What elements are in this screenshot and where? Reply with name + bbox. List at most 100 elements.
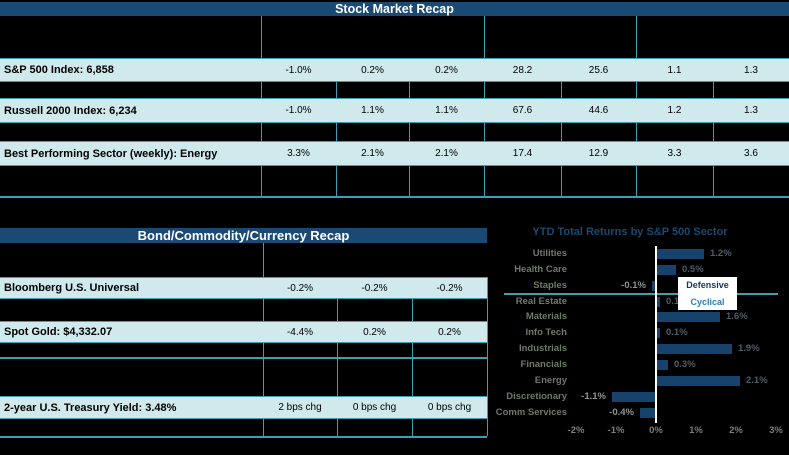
bar-utilities — [656, 249, 704, 259]
bar-value-comm-services: -0.4% — [609, 406, 634, 418]
bar-staples — [652, 280, 656, 291]
column-divider — [561, 58, 562, 196]
value-cell: 1.1% — [361, 105, 384, 116]
column-group-divider — [261, 16, 262, 58]
row-label: Spot Gold: $4,332.07 — [4, 326, 113, 338]
value-cell: 0.2% — [363, 326, 386, 338]
value-cell: 0 bps chg — [352, 402, 397, 413]
category-label-utilities: Utilities — [532, 248, 567, 259]
zero-axis-line — [655, 246, 657, 423]
legend-defensive-label: Defensive — [686, 280, 729, 291]
category-label-health-care: Health Care — [514, 263, 567, 275]
value-cell: -1.0% — [285, 64, 312, 76]
table-row — [0, 98, 789, 123]
value-cell: 1.3 — [744, 105, 758, 116]
value-cell: -0.2% — [361, 282, 388, 294]
bar-info-tech — [656, 328, 660, 339]
bar-discretionary — [612, 391, 656, 402]
value-cell: 2 bps chg — [278, 402, 322, 413]
row-label: Bloomberg U.S. Universal — [4, 282, 140, 294]
bond-recap-title: Bond/Commodity/Currency Recap — [0, 228, 487, 243]
bar-financials — [656, 360, 668, 371]
section-divider-line — [0, 357, 487, 359]
table-row — [0, 396, 487, 419]
defensive-cyclical-separator-line — [504, 293, 778, 295]
chart-legend: Defensive Cyclical — [678, 277, 737, 310]
bar-value-discretionary: -1.1% — [581, 390, 606, 402]
value-cell: 1.1 — [667, 64, 682, 76]
category-label-financials: Financials — [520, 359, 567, 371]
value-cell: -4.4% — [286, 326, 314, 338]
value-cell: 0.2% — [361, 64, 384, 76]
row-label: S&P 500 Index: 6,858 — [4, 64, 114, 76]
category-label-materials: Materials — [525, 311, 567, 323]
value-cell: 1.2 — [667, 105, 682, 116]
chart-title: YTD Total Returns by S&P 500 Sector — [532, 226, 728, 238]
category-label-discretionary: Discretionary — [506, 390, 567, 402]
column-group-divider — [636, 16, 637, 58]
x-axis-tick-label: 3% — [769, 425, 783, 436]
bar-comm-services — [640, 407, 656, 418]
value-cell: 3.6 — [744, 148, 758, 159]
value-cell: -0.2% — [436, 282, 463, 294]
table-bottom-border — [0, 436, 487, 438]
bar-industrials — [656, 344, 732, 355]
column-divider — [487, 277, 488, 436]
value-cell: -0.2% — [286, 282, 314, 294]
value-cell: 2.1% — [361, 148, 384, 159]
table-bottom-border — [0, 196, 789, 198]
x-axis-tick-label: 1% — [689, 425, 703, 436]
table-row — [0, 277, 487, 299]
category-label-energy: Energy — [534, 374, 567, 386]
bar-value-materials: 1.6% — [726, 311, 748, 323]
category-label-comm-services: Comm Services — [495, 406, 567, 418]
category-label-staples: Staples — [533, 279, 567, 291]
table-row — [0, 321, 487, 343]
category-label-info-tech: Info Tech — [525, 327, 567, 339]
bar-value-health-care: 0.5% — [682, 263, 704, 275]
value-cell: 0 bps chg — [427, 402, 472, 413]
category-label-industrials: Industrials — [518, 343, 567, 355]
row-label: Best Performing Sector (weekly): Energy — [4, 147, 218, 160]
bar-real-estate — [656, 296, 660, 307]
value-cell: 1.1% — [435, 105, 458, 116]
row-label: Russell 2000 Index: 6,234 — [4, 104, 137, 117]
bar-value-info-tech: 0.1% — [666, 327, 688, 339]
column-divider — [484, 58, 485, 196]
value-cell: 3.3% — [287, 148, 310, 159]
category-label-real-estate: Real Estate — [515, 295, 567, 307]
column-divider — [713, 58, 714, 196]
value-cell: 17.4 — [512, 148, 533, 159]
column-divider — [412, 277, 413, 436]
value-cell: 67.6 — [512, 105, 533, 116]
value-cell: 2.1% — [435, 148, 458, 159]
bar-materials — [656, 312, 720, 323]
column-divider — [336, 58, 337, 196]
stock-recap-title: Stock Market Recap — [0, 2, 789, 16]
table-row — [0, 141, 789, 166]
value-cell: 25.6 — [588, 64, 609, 76]
column-divider — [636, 58, 637, 196]
value-cell: -1.0% — [285, 105, 312, 116]
bar-value-energy: 2.1% — [746, 374, 768, 386]
bar-value-financials: 0.3% — [674, 359, 696, 371]
column-divider — [261, 58, 262, 196]
x-axis-tick-label: 0% — [649, 425, 663, 436]
value-cell: 0.2% — [435, 64, 458, 76]
value-cell: 44.6 — [588, 105, 609, 116]
bar-value-real-estate: 0.1% — [666, 295, 688, 307]
value-cell: 3.3 — [667, 148, 682, 159]
row-label: 2-year U.S. Treasury Yield: 3.48% — [4, 401, 177, 414]
table-row — [0, 58, 789, 82]
value-cell: 12.9 — [588, 148, 609, 159]
column-divider — [337, 277, 338, 436]
bar-value-utilities: 1.2% — [710, 248, 732, 259]
bar-energy — [656, 375, 740, 386]
x-axis-tick-label: -2% — [567, 425, 585, 436]
bar-health-care — [656, 264, 676, 275]
bar-value-industrials: 1.9% — [738, 343, 760, 355]
bar-value-staples: -0.1% — [621, 279, 646, 291]
